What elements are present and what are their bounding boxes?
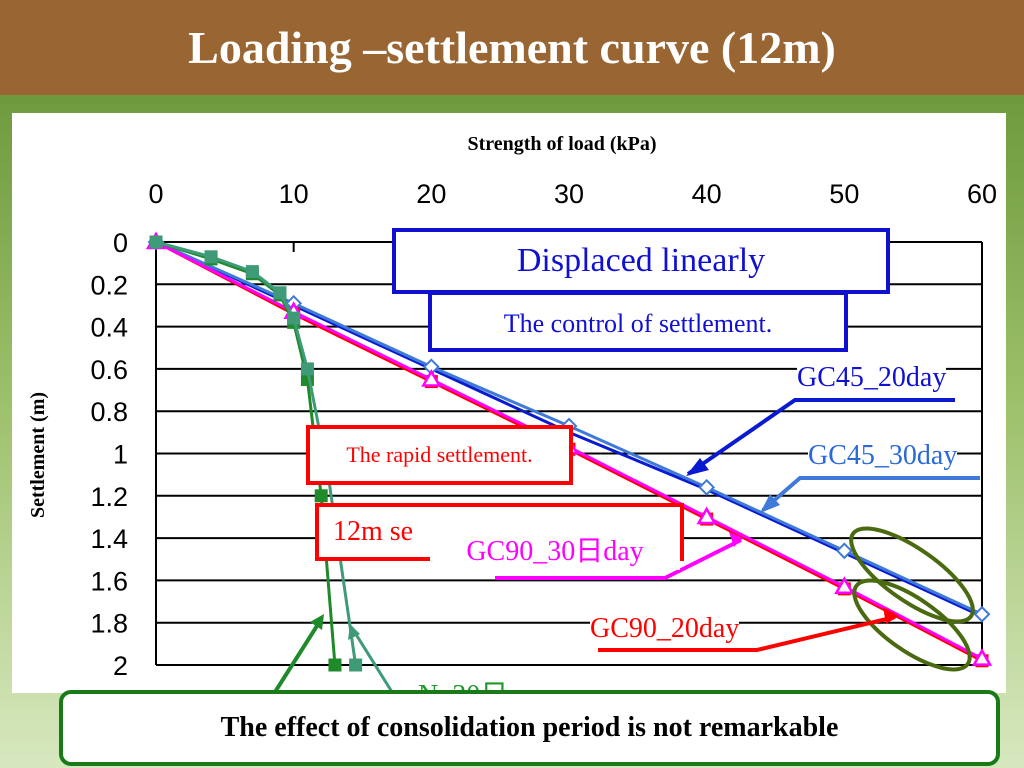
data-point-gc45-30day	[835, 542, 853, 560]
label-gc45-20: GC45_20day	[797, 362, 947, 394]
y-tick-label: 0.2	[90, 270, 128, 300]
x-axis-label: Strength of load (kPa)	[467, 133, 656, 155]
annotation-control: The control of settlement.	[503, 308, 773, 338]
data-point-series-4	[328, 658, 342, 672]
data-point-gc45-30day	[698, 478, 716, 496]
data-point-n-30-	[300, 362, 314, 376]
y-tick-label: 1.8	[90, 609, 128, 639]
annotation-rapid: The rapid settlement.	[346, 442, 533, 467]
data-point-n-30-	[273, 286, 287, 300]
y-tick-label: 1.4	[90, 524, 128, 554]
effect-callout: The effect of consolidation period is no…	[59, 690, 1000, 766]
x-tick-label: 50	[829, 179, 859, 209]
effect-callout-text: The effect of consolidation period is no…	[220, 712, 839, 743]
data-point-gc90-30-day	[971, 648, 993, 666]
slide-title: Loading –settlement curve (12m)	[188, 22, 836, 73]
y-axis-label: Settlement (m)	[27, 392, 49, 518]
arrow-gc45-20	[686, 398, 955, 476]
label-gc90-30: GC90_30日day	[466, 536, 644, 567]
y-tick-label: 2	[113, 651, 128, 681]
label-gc90-30-box: GC90_30日day	[430, 528, 680, 570]
data-point-n-30-	[149, 235, 163, 249]
arrow-gc90-20	[598, 615, 896, 652]
title-bar: Loading –settlement curve (12m)	[0, 0, 1024, 95]
highlight-ellipses	[849, 526, 975, 672]
x-tick-label: 30	[554, 179, 584, 209]
x-tick-label: 0	[148, 179, 163, 209]
annotation-control-box: The control of settlement.	[428, 291, 848, 352]
x-tick-label: 40	[692, 179, 722, 209]
highlight-ellipse-upper	[849, 526, 975, 624]
y-tick-label: 1.2	[90, 482, 128, 512]
label-gc90-20: GC90_20day	[590, 613, 740, 645]
arrow-gc45-30-head	[760, 494, 780, 513]
y-tick-label: 0.8	[90, 397, 128, 427]
arrow-layer	[273, 398, 980, 694]
data-point-gc90-30-day	[421, 368, 442, 387]
arrow-gc90-30	[495, 538, 742, 580]
label-gc45-30: GC45_30day	[808, 440, 958, 472]
y-tick-label: 0	[113, 228, 128, 258]
data-point-gc90-30-day	[696, 506, 717, 525]
arrow-n30	[350, 627, 394, 693]
arrow-gc45-20-head	[686, 458, 709, 476]
y-tick-label: 0.4	[90, 313, 128, 343]
annotation-12m: 12m se	[333, 516, 414, 547]
highlight-ellipse-lower	[852, 578, 972, 672]
arrow-gc45-30	[761, 476, 980, 512]
arrow-gc90-20-head	[883, 607, 899, 624]
arrow-n30-head	[348, 624, 360, 640]
x-tick-label: 60	[967, 179, 997, 209]
arrow-gc90-30-head	[729, 532, 743, 547]
annotation-displaced-box: Displaced linearly	[392, 228, 890, 294]
data-point-gc90-30-day	[834, 576, 855, 594]
y-tick-label: 1	[113, 440, 128, 470]
y-tick-label: 1.6	[90, 566, 128, 596]
data-point-gc45-30day	[973, 605, 991, 623]
data-point-n-30-	[245, 265, 259, 279]
data-point-n-30-	[204, 250, 218, 264]
annotation-rapid-box: The rapid settlement.	[306, 425, 573, 485]
arrow-green	[273, 616, 324, 694]
arrow-green-head	[310, 614, 324, 630]
x-tick-label: 10	[279, 179, 309, 209]
chart-panel	[12, 113, 1006, 693]
data-point-n-30-	[287, 311, 301, 325]
x-tick-label: 20	[416, 179, 446, 209]
data-point-series-4	[314, 489, 328, 503]
y-tick-label: 0.6	[90, 355, 128, 385]
data-point-n-30-	[349, 658, 363, 672]
annotation-displaced: Displaced linearly	[516, 242, 766, 279]
